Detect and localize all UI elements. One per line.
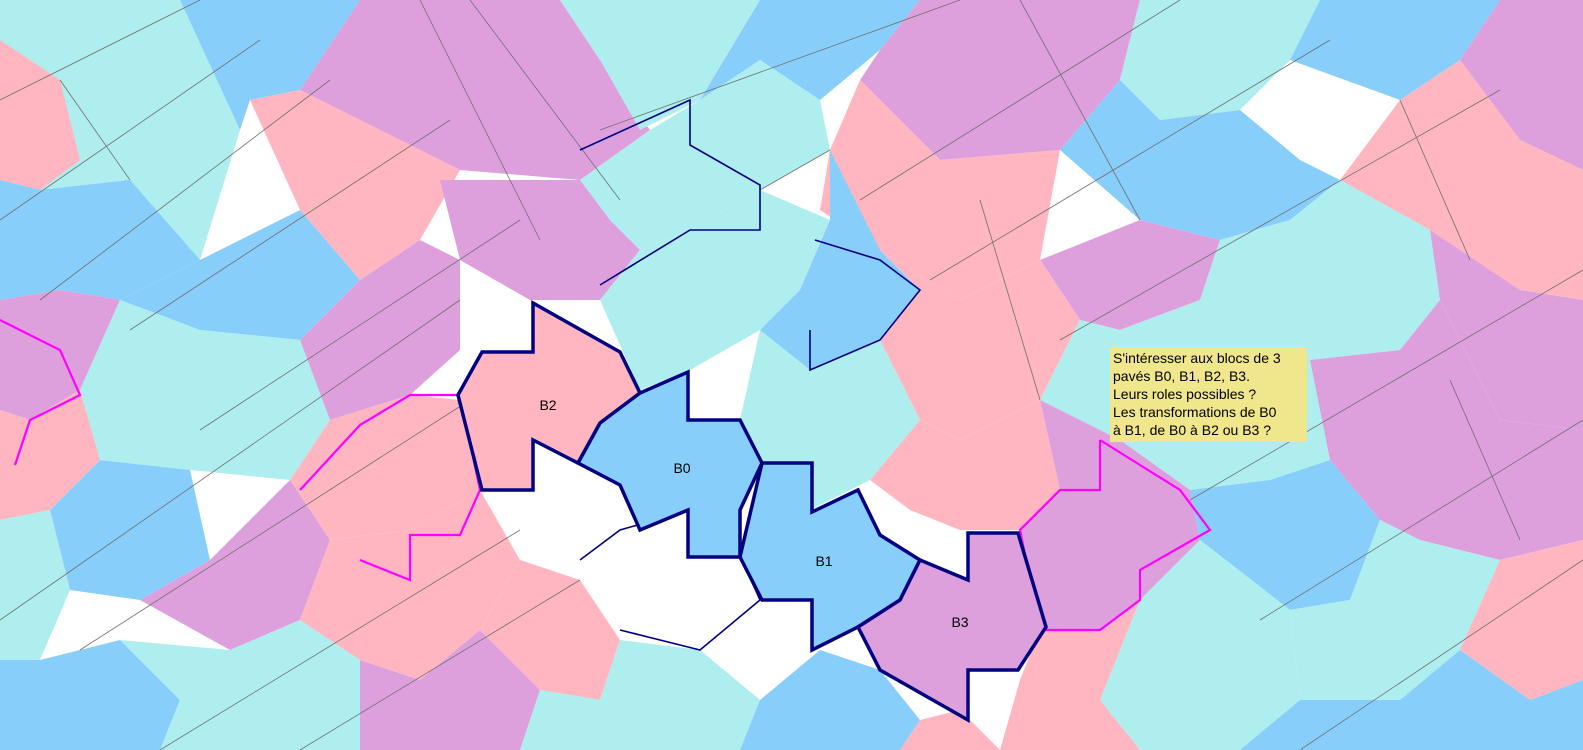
note-line-2: pavés B0, B1, B2, B3. [1113,368,1250,384]
note-line-3: Leurs roles possibles ? [1113,386,1257,402]
block-B0[interactable]: B0 [575,369,764,559]
block-B1-label: B1 [815,553,832,569]
magenta-boundaries [0,319,1212,632]
note-line-1: S'intéresser aux blocs de 3 [1113,350,1281,366]
note-line-4: Les transformations de B0 [1113,404,1277,420]
note-line-5: à B1, de B0 à B2 ou B3 ? [1113,422,1272,438]
block-B0-label: B0 [673,460,690,476]
block-B2-label: B2 [539,397,556,413]
instruction-note: S'intéresser aux blocs de 3 pavés B0, B1… [1110,347,1307,442]
block-B3[interactable]: B3 [855,531,1048,724]
block-B3-label: B3 [951,614,968,630]
